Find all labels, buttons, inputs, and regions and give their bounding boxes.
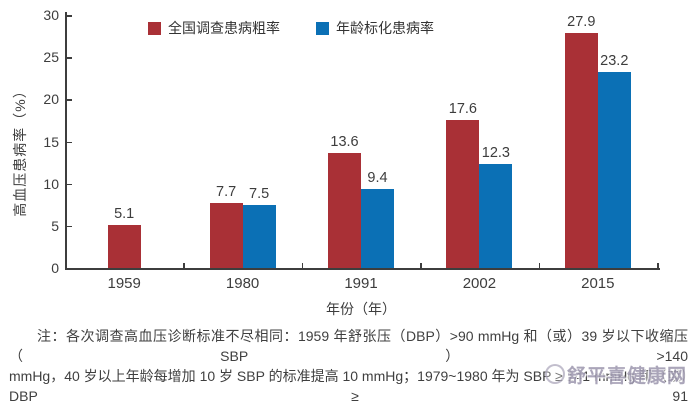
x-tick	[301, 263, 304, 268]
y-tick	[66, 268, 72, 270]
x-tick-label: 2002	[462, 275, 497, 292]
y-tick	[66, 57, 72, 59]
bar-全国调查患病粗率-1959	[107, 224, 141, 268]
bar-全国调查患病粗率-1980	[209, 203, 243, 268]
bar-年龄标化患病率-1980	[242, 204, 276, 268]
bar-value-label: 12.3	[481, 145, 510, 162]
x-axis-title: 年份（年）	[326, 301, 396, 317]
legend-label: 全国调查患病粗率	[168, 20, 280, 36]
bar-全国调查患病粗率-1991	[328, 153, 361, 268]
legend-swatch-icon	[316, 21, 329, 35]
bar-value-label: 13.6	[330, 134, 359, 151]
y-tick-label: 25	[43, 49, 59, 66]
x-tick-label: 1991	[344, 275, 378, 292]
footnote-line: mmHg，40 岁以上年龄每增加 10 岁 SBP 的标准提高 10 mmHg；…	[9, 368, 688, 404]
bar-value-label: 23.2	[600, 53, 629, 70]
footnote-line: 注：各次调查高血压诊断标准不尽相同：1959 年舒张压（DBP）>90 mmHg…	[9, 328, 688, 364]
bar-value-label: 7.7	[216, 184, 237, 201]
y-axis-title: 高血压患病率（%）	[12, 83, 28, 217]
y-tick	[66, 99, 72, 101]
chart-footnote: 注：各次调查高血压诊断标准不尽相同：1959 年舒张压（DBP）>90 mmHg…	[9, 326, 688, 407]
x-tick-label: 1959	[107, 275, 141, 292]
bar-value-label: 7.5	[249, 185, 270, 202]
legend-item-全国调查患病粗率: 全国调查患病粗率	[148, 18, 280, 38]
y-tick-label: 5	[51, 217, 59, 234]
bar-年龄标化患病率-2002	[479, 164, 513, 268]
y-tick-label: 0	[51, 260, 59, 276]
y-tick-label: 10	[43, 175, 59, 192]
bar-value-label: 17.6	[448, 100, 477, 117]
x-tick-label: 1980	[225, 275, 260, 292]
y-tick	[66, 15, 72, 17]
x-tick	[183, 263, 185, 268]
y-tick-label: 20	[43, 91, 59, 108]
bar-value-label: 27.9	[567, 13, 596, 30]
x-tick	[420, 263, 422, 268]
x-tick-label: 2015	[581, 275, 615, 292]
bar-年龄标化患病率-2015	[597, 72, 631, 268]
y-tick	[66, 183, 72, 186]
bar-全国调查患病粗率-2015	[564, 32, 598, 268]
x-axis-line	[65, 268, 660, 270]
x-tick	[538, 263, 541, 268]
y-tick	[66, 141, 72, 143]
y-tick-label: 30	[43, 7, 59, 23]
bar-全国调查患病粗率-2002	[446, 119, 480, 268]
bar-value-label: 5.1	[114, 205, 135, 222]
legend-item-年龄标化患病率: 年龄标化患病率	[316, 18, 434, 38]
y-tick-label: 15	[43, 133, 59, 150]
y-tick	[66, 225, 72, 228]
chart-legend: 全国调查患病粗率 年龄标化患病率	[148, 18, 434, 38]
legend-label: 年龄标化患病率	[336, 20, 434, 36]
y-axis-line	[65, 12, 67, 269]
x-tick	[657, 263, 659, 268]
bar-年龄标化患病率-1991	[361, 188, 394, 268]
bar-value-label: 9.4	[367, 169, 388, 186]
legend-swatch-icon	[148, 21, 161, 35]
